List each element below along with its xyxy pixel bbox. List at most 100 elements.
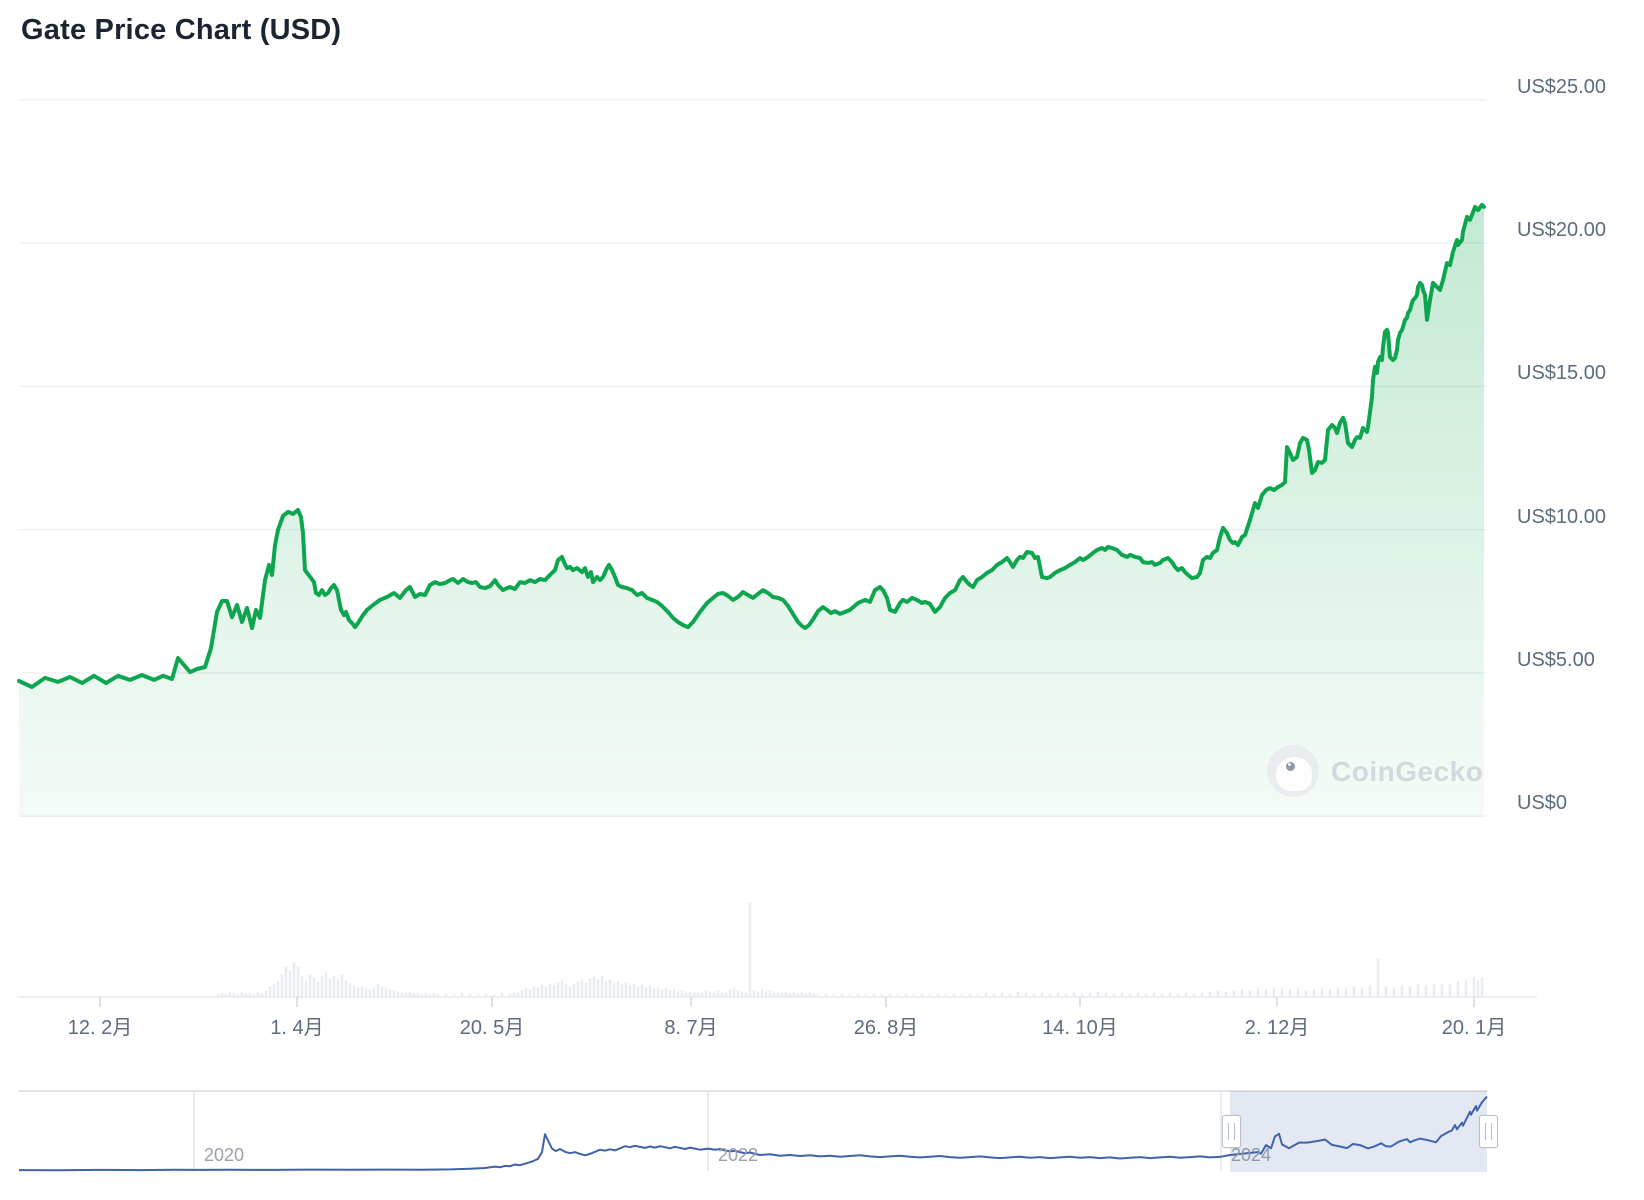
volume-bar: [752, 990, 756, 997]
volume-bar: [692, 992, 696, 997]
volume-bar: [540, 984, 544, 997]
volume-bar: [780, 992, 784, 997]
volume-bar: [808, 992, 812, 997]
volume-bar: [1464, 980, 1468, 997]
volume-bar: [620, 984, 624, 997]
volume-bar: [260, 993, 264, 997]
volume-bar: [460, 992, 464, 997]
volume-bar: [568, 986, 572, 997]
volume-bar: [396, 991, 400, 997]
volume-bar: [768, 990, 772, 997]
volume-bar: [1272, 987, 1276, 997]
volume-bar: [404, 992, 408, 997]
volume-bar: [604, 981, 608, 997]
price-series-line: [17, 202, 1486, 689]
volume-bar: [576, 981, 580, 997]
volume-bar: [368, 989, 372, 997]
volume-bar: [704, 990, 708, 997]
volume-bar: [256, 992, 260, 997]
volume-bar: [660, 989, 664, 997]
volume-bar: [232, 993, 236, 997]
volume-bar: [592, 976, 596, 997]
volume-bar: [324, 972, 328, 997]
volume-bar: [696, 991, 700, 997]
volume-bar: [888, 993, 892, 997]
volume-bar: [756, 991, 760, 997]
volume-bar: [428, 994, 432, 997]
volume-bar: [1480, 977, 1484, 997]
watermark-label: CoinGecko: [1331, 756, 1484, 787]
volume-bar: [1264, 989, 1268, 997]
volume-bar: [408, 991, 412, 997]
volume-bar: [792, 992, 796, 997]
volume-bar: [276, 981, 280, 997]
volume-bar: [1120, 992, 1124, 997]
volume-bar: [676, 991, 680, 997]
volume-bar: [1352, 986, 1356, 997]
volume-bar: [720, 991, 724, 997]
volume-bar: [796, 993, 800, 997]
volume-bar: [680, 990, 684, 997]
navigator-right-handle[interactable]: [1479, 1115, 1498, 1148]
volume-bar: [1024, 992, 1028, 997]
volume-bar: [800, 992, 804, 997]
main-chart-plot-area[interactable]: [19, 99, 1487, 817]
navigator-year-label: 2022: [718, 1145, 759, 1165]
volume-bar: [1360, 987, 1364, 997]
volume-bar: [380, 986, 384, 997]
volume-bar: [976, 994, 980, 997]
navigator-selected-range[interactable]: [1230, 1091, 1487, 1172]
volume-bar: [1384, 986, 1388, 997]
volume-bar: [1216, 990, 1220, 997]
volume-bar: [292, 962, 296, 997]
volume-bar: [532, 986, 536, 997]
volume-bar: [1032, 993, 1036, 997]
navigator-left-handle[interactable]: [1222, 1115, 1241, 1148]
volume-bar: [1408, 986, 1412, 997]
volume-bar: [1248, 990, 1252, 997]
volume-bar: [1088, 992, 1092, 997]
volume-bar: [920, 993, 924, 997]
volume-bar: [1016, 991, 1020, 997]
volume-bar: [320, 976, 324, 997]
volume-bar: [588, 978, 592, 997]
volume-bar: [312, 977, 316, 997]
x-axis-label: 12. 2月: [67, 1017, 133, 1039]
volume-bar: [856, 993, 860, 997]
volume-bar: [628, 985, 632, 997]
volume-bar: [224, 994, 228, 997]
volume-bar: [904, 993, 908, 997]
volume-bar: [744, 992, 748, 997]
volume-bar: [1096, 991, 1100, 997]
volume-bar: [520, 990, 524, 997]
volume-bar: [236, 994, 240, 997]
volume-bar: [580, 979, 584, 997]
volume-bar: [1368, 985, 1372, 997]
volume-bar: [272, 984, 276, 997]
volume-bar: [612, 983, 616, 997]
volume-bar: [308, 974, 312, 997]
volume-bar: [452, 994, 456, 997]
volume-bar: [896, 994, 900, 997]
volume-bar: [1000, 992, 1004, 997]
volume-bar: [824, 993, 828, 997]
coingecko-watermark: CoinGecko: [1267, 745, 1644, 799]
volume-bar: [1256, 988, 1260, 997]
volume-bar: [560, 980, 564, 997]
volume-bar: [280, 974, 284, 997]
volume-bar: [804, 993, 808, 997]
volume-bar: [716, 990, 720, 997]
navigator-year-label: 2024: [1231, 1145, 1272, 1165]
volume-bars: [216, 902, 1484, 997]
volume-bar: [412, 993, 416, 997]
volume-bar: [732, 988, 736, 997]
volume-bar: [992, 993, 996, 997]
volume-bar: [524, 988, 528, 997]
volume-bar: [1476, 980, 1480, 997]
volume-bar: [1432, 983, 1436, 997]
volume-bar: [1064, 993, 1068, 997]
volume-bar: [304, 980, 308, 997]
volume-bar: [424, 993, 428, 997]
volume-bar: [1320, 988, 1324, 997]
volume-bar: [544, 986, 548, 997]
